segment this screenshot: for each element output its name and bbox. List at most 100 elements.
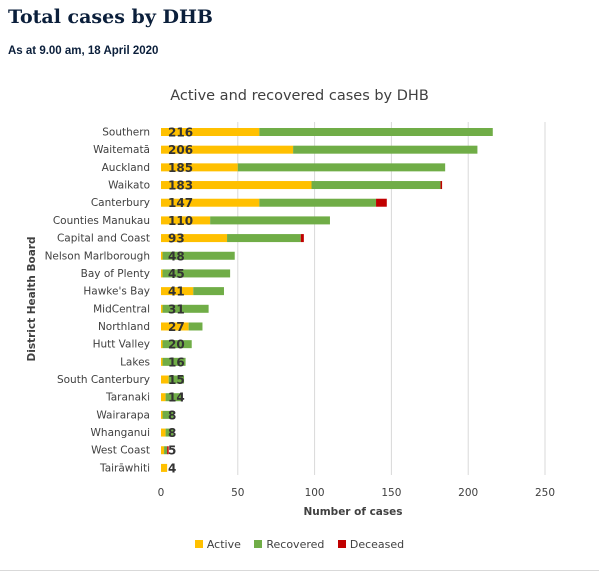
category-label: South Canterbury (57, 374, 150, 386)
bar-segment-active (161, 128, 260, 136)
divider (0, 570, 599, 571)
category-labels: Southern Waitematā Auckland Waikato Canterbu… (45, 127, 150, 475)
data-label: 5 (168, 444, 176, 458)
bar-segment-recovered (165, 393, 183, 402)
bar-segment-active (161, 340, 163, 349)
page-subtitle: As at 9.00 am, 18 April 2020 (8, 45, 159, 57)
bar-segment-recovered (162, 410, 174, 419)
data-label: 45 (168, 267, 185, 281)
bar-segment-recovered (227, 234, 301, 243)
category-label: Northland (98, 321, 150, 333)
x-tick-label: 100 (305, 487, 325, 499)
category-label: Waitematā (93, 144, 150, 156)
bar-segment-active (161, 304, 163, 313)
category-label: Whanganui (91, 427, 150, 439)
data-label: 206 (168, 143, 193, 157)
data-label: 8 (168, 408, 176, 422)
bar-segment-recovered (162, 304, 209, 313)
x-tick-label: 50 (231, 487, 244, 499)
data-label: 27 (168, 320, 185, 334)
bar-segment-active (161, 375, 169, 384)
bars (161, 128, 493, 472)
x-tick-label: 200 (458, 487, 478, 499)
bar-segment-active (161, 393, 166, 402)
bar-segment-recovered (168, 375, 185, 384)
data-labels: 2162061851831471109348454131272016151488… (168, 126, 193, 476)
bar-segment-recovered (188, 322, 203, 331)
category-label: MidCentral (93, 303, 150, 315)
data-label: 147 (168, 196, 193, 210)
legend-item-recovered: Recovered (254, 538, 324, 551)
y-axis-title: District Health Board (26, 236, 38, 361)
category-label: Southern (102, 127, 150, 139)
bar-segment-active (161, 410, 163, 419)
data-label: 110 (168, 214, 193, 228)
category-label: Lakes (120, 356, 150, 368)
bar-segment-recovered (162, 357, 186, 366)
data-label: 216 (168, 126, 193, 140)
legend: Active Recovered Deceased (0, 538, 599, 551)
page-title: Total cases by DHB (8, 6, 213, 28)
bar-segment-active (161, 287, 194, 296)
bar-segment-active (161, 269, 163, 278)
x-tick-labels: 0 50 100 150 200 250 (158, 487, 555, 499)
bar-segment-deceased (376, 198, 387, 207)
legend-item-deceased: Deceased (337, 538, 405, 551)
category-label: Hawke's Bay (83, 286, 150, 298)
bar-segment-recovered (162, 340, 192, 349)
data-label: 4 (168, 461, 176, 475)
bar-segment-active (161, 446, 165, 455)
legend-label-deceased: Deceased (349, 538, 405, 551)
bar-segment-deceased (167, 446, 169, 455)
category-label: Canterbury (91, 197, 150, 209)
data-label: 48 (168, 249, 185, 263)
bar-chart: Southern Waitematā Auckland Waikato Canterbu… (26, 122, 555, 518)
bar-segment-recovered (237, 163, 446, 172)
x-tick-label: 250 (535, 487, 555, 499)
data-label: 183 (168, 179, 193, 193)
x-tick-label: 150 (381, 487, 401, 499)
data-label: 20 (168, 338, 185, 352)
bar-segment-recovered (259, 128, 493, 136)
bar-segment-active (161, 145, 294, 154)
data-label: 93 (168, 232, 185, 246)
x-axis-title: Number of cases (303, 506, 402, 518)
bar-segment-deceased (440, 181, 443, 190)
bar-segment-recovered (210, 216, 330, 225)
legend-swatch-active (194, 540, 203, 548)
bar-segment-recovered (259, 198, 377, 207)
bar-segment-recovered (193, 287, 224, 296)
bar-segment-deceased (300, 234, 304, 243)
data-label: 41 (168, 285, 185, 299)
category-label: Taranaki (105, 392, 150, 404)
bar-segment-recovered (162, 269, 231, 278)
data-label: 14 (168, 391, 185, 405)
category-label: Capital and Coast (57, 233, 150, 245)
bar-segment-active (161, 357, 163, 366)
bar-segment-active (161, 198, 260, 207)
bar-segment-recovered (311, 181, 441, 190)
data-label: 8 (168, 426, 176, 440)
bar-segment-active (161, 428, 166, 437)
bar-segment-active (161, 163, 238, 172)
bar-segment-active (161, 251, 163, 260)
gridlines (237, 122, 546, 475)
data-label: 185 (168, 161, 193, 175)
bar-segment-recovered (293, 145, 478, 154)
category-label: Tairāwhiti (99, 462, 150, 474)
bar-segment-active (161, 234, 228, 243)
legend-swatch-deceased (337, 540, 346, 548)
legend-label-active: Active (206, 538, 241, 551)
x-tick-label: 0 (158, 487, 165, 499)
bar-segment-recovered (162, 251, 235, 260)
category-label: West Coast (91, 445, 150, 457)
category-label: Bay of Plenty (81, 268, 150, 280)
category-label: Auckland (102, 162, 150, 174)
category-label: Wairarapa (96, 409, 150, 421)
data-label: 15 (168, 373, 185, 387)
legend-label-recovered: Recovered (266, 538, 325, 551)
bar-segment-active (161, 216, 211, 225)
category-label: Counties Manukau (53, 215, 150, 227)
data-label: 31 (168, 302, 185, 316)
chart-title: Active and recovered cases by DHB (170, 88, 429, 104)
